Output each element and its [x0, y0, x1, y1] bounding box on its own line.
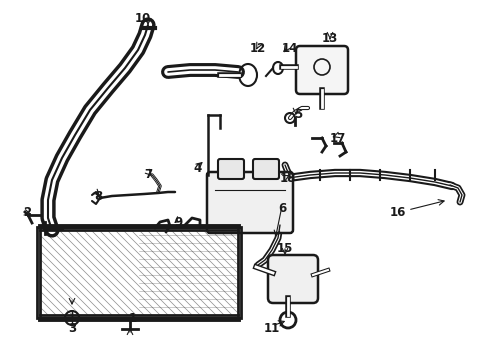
FancyBboxPatch shape: [207, 172, 293, 233]
Text: 5: 5: [294, 108, 302, 122]
Text: 15: 15: [277, 242, 293, 255]
FancyBboxPatch shape: [296, 46, 348, 94]
Text: 14: 14: [282, 41, 298, 54]
FancyBboxPatch shape: [253, 159, 279, 179]
Text: 2: 2: [23, 207, 31, 220]
Text: 8: 8: [94, 189, 102, 202]
FancyBboxPatch shape: [218, 159, 244, 179]
Text: 6: 6: [278, 202, 286, 215]
Bar: [37, 227, 241, 318]
Text: 10: 10: [135, 12, 151, 24]
Text: 4: 4: [194, 162, 202, 175]
Text: 1: 1: [129, 311, 137, 324]
Text: 18: 18: [280, 171, 296, 184]
Text: 12: 12: [250, 41, 266, 54]
FancyBboxPatch shape: [268, 255, 318, 303]
Text: 17: 17: [330, 131, 346, 144]
Text: 7: 7: [144, 167, 152, 180]
Text: 16: 16: [390, 206, 406, 219]
Text: 11: 11: [264, 321, 280, 334]
Text: 9: 9: [174, 216, 182, 229]
Text: 13: 13: [322, 31, 338, 45]
Text: 3: 3: [68, 321, 76, 334]
